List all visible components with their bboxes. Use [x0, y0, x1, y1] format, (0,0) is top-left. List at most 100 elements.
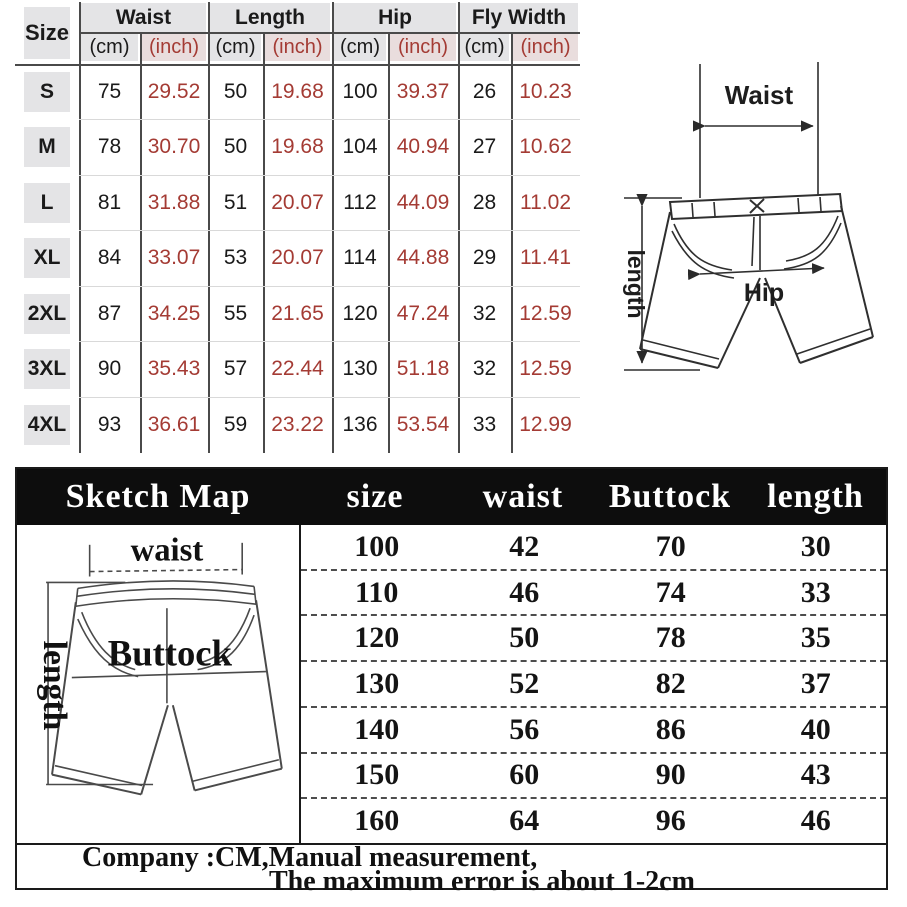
waist-column-header: waist — [482, 478, 564, 515]
table-row: 150 60 90 43 — [301, 754, 886, 800]
table-cell: 100 — [354, 529, 400, 563]
row-label-text: M — [24, 127, 70, 168]
row-label: L — [15, 175, 79, 231]
table-cell: 51 — [208, 175, 263, 231]
table-cell: 34.25 — [140, 286, 208, 342]
table-cell: 64 — [509, 804, 540, 838]
table-cell: 35.43 — [140, 341, 208, 397]
row-label: M — [15, 120, 79, 176]
table-cell: 81 — [79, 175, 140, 231]
buttock-column-header: Buttock — [608, 478, 732, 515]
length-dimension-label: length — [623, 250, 649, 319]
row-label-text: S — [24, 71, 70, 112]
table-cell: 86 — [655, 712, 686, 746]
table-cell: 37 — [800, 667, 831, 701]
table-row: 100 42 70 30 — [301, 525, 886, 571]
kids-panel-body: waist Buttock length 100 42 70 30 110 46… — [17, 525, 886, 843]
table-cell: 12.99 — [511, 397, 580, 453]
sketch-map-header: Sketch Map — [65, 478, 251, 515]
table-cell: 53.54 — [388, 397, 458, 453]
note-line-2: The maximum error is about 1-2cm — [269, 866, 695, 897]
table-cell: 11.41 — [511, 230, 580, 286]
table-cell: 26 — [458, 64, 511, 120]
table-cell: 21.65 — [263, 286, 332, 342]
row-label: 2XL — [15, 286, 79, 342]
table-cell: 32 — [458, 341, 511, 397]
table-cell: 59 — [208, 397, 263, 453]
unit-cm: (cm) — [210, 34, 261, 61]
table-cell: 33 — [800, 575, 831, 609]
table-cell: 23.22 — [263, 397, 332, 453]
table-row: 110 46 74 33 — [301, 571, 886, 617]
waist-dimension-label: Waist — [725, 80, 794, 110]
table-cell: 90 — [79, 341, 140, 397]
table-cell: 12.59 — [511, 341, 580, 397]
table-cell: 114 — [332, 230, 388, 286]
table-cell: 35 — [800, 621, 831, 655]
table-cell: 47.24 — [388, 286, 458, 342]
unit-inch: (inch) — [513, 34, 578, 61]
table-cell: 43 — [800, 758, 831, 792]
row-label: 4XL — [15, 397, 79, 453]
table-cell: 46 — [509, 575, 540, 609]
unit-inch: (inch) — [265, 34, 330, 61]
adult-size-table: Size Waist Length Hip Fly Width (cm) (in… — [15, 2, 580, 453]
table-row: 140 56 86 40 — [301, 708, 886, 754]
table-cell: 120 — [332, 286, 388, 342]
table-cell: 74 — [655, 575, 686, 609]
table-cell: 50 — [208, 119, 263, 175]
length-sketch-label: length — [36, 641, 73, 731]
table-cell: 87 — [79, 286, 140, 342]
table-cell: 53 — [208, 230, 263, 286]
table-row: 120 50 78 35 — [301, 616, 886, 663]
table-cell: 75 — [79, 64, 140, 120]
unit-inch: (inch) — [142, 34, 206, 61]
unit-cm: (cm) — [460, 34, 509, 61]
group-header-fly-width: Fly Width — [460, 3, 578, 32]
unit-cm: (cm) — [81, 34, 138, 61]
table-cell: 112 — [332, 175, 388, 231]
table-cell: 40.94 — [388, 119, 458, 175]
group-header-waist: Waist — [81, 3, 206, 32]
table-cell: 130 — [354, 667, 400, 701]
row-label-text: 2XL — [24, 293, 70, 334]
row-label: 3XL — [15, 342, 79, 398]
table-cell: 29.52 — [140, 64, 208, 120]
table-cell: 57 — [208, 341, 263, 397]
table-cell: 100 — [332, 64, 388, 120]
table-row: 160 64 96 46 — [301, 799, 886, 843]
table-cell: 93 — [79, 397, 140, 453]
table-cell: 140 — [354, 712, 400, 746]
adult-size-table-grid: Size Waist Length Hip Fly Width (cm) (in… — [15, 2, 580, 453]
table-cell: 19.68 — [263, 64, 332, 120]
table-cell: 78 — [79, 119, 140, 175]
table-cell: 50 — [208, 64, 263, 120]
kids-size-panel: Sketch Map size waist Buttock length — [15, 467, 888, 896]
row-label-text: L — [24, 182, 70, 223]
measurement-note: Company :CM,Manual measurement, The maxi… — [17, 843, 886, 897]
table-cell: 78 — [655, 621, 686, 655]
row-label: XL — [15, 231, 79, 287]
table-cell: 130 — [332, 341, 388, 397]
row-label-text: 3XL — [24, 349, 70, 390]
table-cell: 70 — [655, 529, 686, 563]
table-cell: 96 — [655, 804, 686, 838]
table-cell: 30 — [800, 529, 831, 563]
kids-table-header: Sketch Map size waist Buttock length — [17, 469, 886, 525]
table-cell: 10.62 — [511, 119, 580, 175]
table-cell: 36.61 — [140, 397, 208, 453]
table-cell: 39.37 — [388, 64, 458, 120]
table-row: 130 52 82 37 — [301, 662, 886, 708]
table-cell: 82 — [655, 667, 686, 701]
table-cell: 50 — [509, 621, 540, 655]
group-header-length: Length — [210, 3, 330, 32]
shorts-sketch-map-diagram: waist Buttock length — [36, 533, 283, 796]
row-label-text: XL — [24, 238, 70, 279]
table-cell: 29 — [458, 230, 511, 286]
unit-cm: (cm) — [334, 34, 386, 61]
table-cell: 12.59 — [511, 286, 580, 342]
table-cell: 32 — [458, 286, 511, 342]
table-cell: 46 — [800, 804, 831, 838]
row-label: S — [15, 64, 79, 120]
